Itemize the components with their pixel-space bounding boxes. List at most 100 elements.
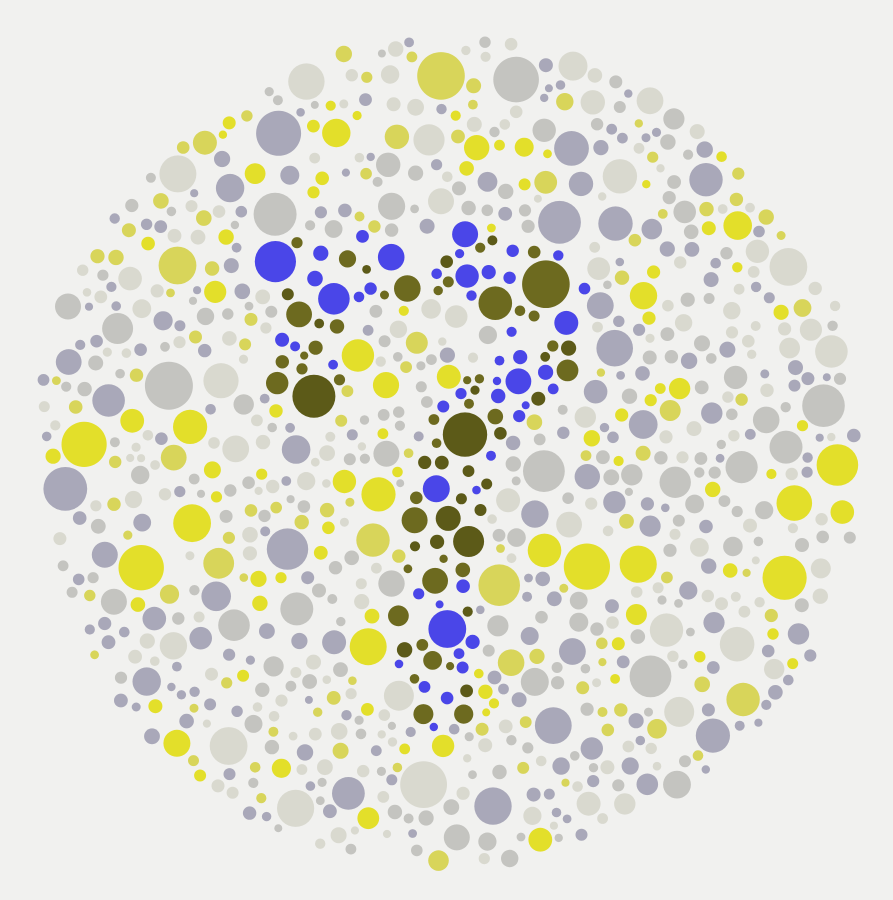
background-dot [645,742,657,755]
background-dot [387,737,398,747]
figure-dot-olive [462,606,473,617]
background-dot [336,616,346,627]
background-dot [173,409,208,444]
background-dot [596,637,608,650]
background-dot [723,302,741,320]
background-dot [107,497,121,511]
background-dot [436,364,461,389]
background-dot [100,588,127,615]
background-dot [372,372,400,399]
background-dot [405,331,428,354]
background-dot [679,755,691,768]
background-dot [710,257,721,269]
figure-dot-olive [487,408,504,425]
background-dot [359,93,372,106]
figure-dot-blue [413,588,425,600]
background-dot [543,149,552,159]
background-dot [761,699,772,711]
background-dot [297,472,316,491]
background-dot [179,713,194,729]
background-dot [701,558,717,574]
background-dot [52,376,61,385]
background-dot [669,528,681,540]
figure-dot-blue [455,388,467,400]
background-dot [722,391,734,403]
background-dot [694,651,706,663]
background-dot [556,511,582,538]
background-dot [377,49,386,58]
background-dot [222,116,236,130]
background-dot [816,530,829,544]
background-dot [745,239,770,263]
background-dot [580,663,591,674]
background-dot [167,228,182,243]
background-dot [327,594,338,604]
background-dot [499,119,511,130]
background-dot [690,538,709,557]
background-dot [274,824,283,833]
background-dot [114,671,128,684]
background-dot [686,421,702,437]
background-dot [597,813,608,824]
background-dot [768,685,783,700]
background-dot [685,494,704,514]
background-dot [111,301,121,311]
background-dot [464,135,490,161]
background-dot [769,430,803,464]
background-dot [602,525,614,537]
background-dot [375,356,386,367]
background-dot [37,374,50,386]
background-dot [743,518,757,533]
background-dot [348,676,357,685]
background-dot [326,691,341,705]
background-dot [305,781,316,791]
background-dot [53,532,67,546]
background-dot [642,350,657,365]
background-dot [242,806,257,820]
background-dot [466,116,482,132]
background-dot [398,305,409,316]
background-dot [722,563,738,578]
figure-dot-olive [329,319,345,334]
background-dot [144,361,193,410]
background-dot [345,69,358,82]
background-dot [745,202,755,213]
background-dot [87,572,99,584]
figure-dot-olive [266,371,289,395]
background-dot [694,380,709,395]
figure-dot-blue [492,376,502,386]
background-dot [529,648,545,665]
background-dot [204,261,220,276]
background-dot [359,453,370,464]
background-dot [139,633,155,649]
background-dot [498,683,509,695]
background-dot [82,288,92,297]
background-dot [456,786,470,800]
background-dot [753,536,764,547]
background-dot [369,304,383,318]
background-dot [355,728,367,740]
background-dot [361,477,396,512]
figure-dot-olive [514,305,526,317]
background-dot [576,791,601,816]
background-dot [551,676,565,690]
background-dot [354,594,370,610]
background-dot [332,742,349,759]
background-dot [233,394,254,415]
background-dot [84,624,95,635]
background-dot [635,366,650,381]
background-dot [752,406,780,434]
figure-dot-blue [364,282,377,295]
background-dot [188,473,200,485]
background-dot [172,612,185,625]
background-dot [355,578,367,590]
background-dot [408,829,417,838]
background-dot [335,414,348,427]
background-dot [312,583,326,598]
background-dot [699,201,714,217]
background-dot [448,723,460,735]
background-dot [694,335,710,352]
background-dot [132,667,161,696]
background-dot [609,75,623,89]
background-dot [354,211,365,222]
